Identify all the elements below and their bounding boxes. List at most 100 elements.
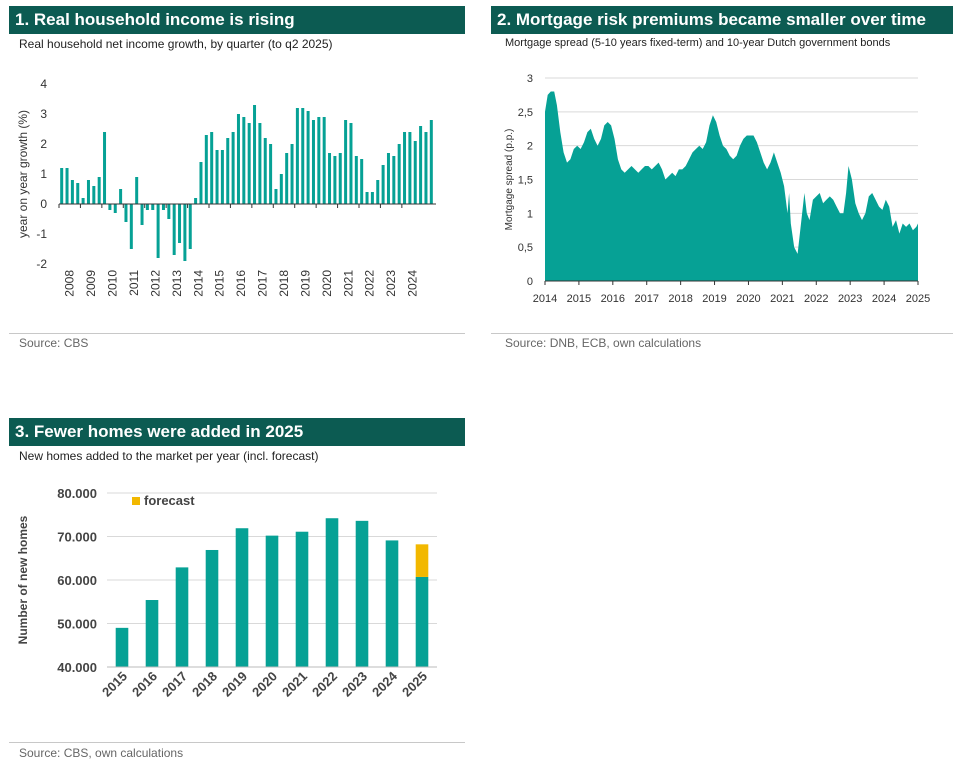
x-tick-label: 2024 [406, 270, 420, 297]
legend-label: forecast [144, 493, 195, 508]
x-tick-label: 2012 [148, 270, 162, 297]
bar [338, 153, 342, 204]
y-tick-label: -2 [36, 257, 47, 271]
y-tick-label: 0,5 [518, 242, 533, 254]
y-tick-label: 3 [40, 107, 47, 121]
bar [113, 204, 117, 213]
bar [285, 153, 289, 204]
bar [183, 204, 187, 261]
source-note: Source: CBS [19, 336, 89, 350]
y-axis-title: year on year growth (%) [16, 110, 30, 238]
y-tick-label: 1,5 [518, 175, 533, 187]
x-tick-label: 2018 [668, 293, 692, 305]
y-tick-label: 2 [527, 141, 533, 153]
bar [161, 204, 165, 210]
y-tick-label: -1 [36, 227, 47, 241]
bar [108, 204, 112, 210]
bar [145, 204, 149, 210]
y-tick-label: 4 [40, 77, 47, 91]
panel-homes: 3. Fewer homes were added in 2025 New ho… [9, 418, 465, 764]
bar [258, 123, 262, 204]
x-tick-label: 2020 [320, 270, 334, 297]
x-tick-label: 2019 [702, 293, 726, 305]
bar [188, 204, 192, 249]
homes-chart: 40.000 50.000 60.000 70.000 80.000 Number of … [16, 486, 437, 700]
bar [269, 144, 273, 204]
bar [129, 204, 133, 249]
divider [491, 333, 953, 334]
bar [333, 156, 337, 204]
bar [397, 144, 401, 204]
x-tick-label: 2016 [234, 270, 248, 297]
bar [135, 177, 139, 204]
forecast-bar [415, 544, 429, 577]
bar [119, 189, 123, 204]
bar [328, 153, 332, 204]
x-tick-label: 2023 [384, 270, 398, 297]
x-tick-label: 2017 [159, 669, 190, 700]
x-tick-label: 2017 [256, 270, 270, 297]
divider [9, 333, 465, 334]
x-tick-label: 2018 [277, 270, 291, 297]
bar [265, 535, 279, 667]
source-note: Source: DNB, ECB, own calculations [505, 336, 702, 350]
bar [210, 132, 214, 204]
panel-spread: 2. Mortgage risk premiums became smaller… [491, 6, 953, 356]
bar [360, 159, 364, 204]
bar [354, 156, 358, 204]
bar [140, 204, 144, 225]
bar [242, 117, 246, 204]
bar [220, 150, 224, 204]
panel-subtitle: Real household net income growth, by qua… [19, 37, 333, 51]
y-tick-label: 1 [527, 208, 533, 220]
x-tick-label: 2011 [127, 270, 141, 296]
bar [151, 204, 155, 210]
bar [235, 528, 249, 667]
bar [178, 204, 182, 243]
x-tick-label: 2010 [106, 270, 120, 297]
bar [115, 627, 129, 667]
bar [325, 518, 339, 667]
bar [355, 520, 369, 667]
x-tick-label: 2022 [309, 669, 340, 700]
bar [322, 117, 326, 204]
bar [385, 540, 399, 667]
x-tick-label: 2021 [770, 293, 794, 305]
bar [295, 108, 299, 204]
bar [317, 117, 321, 204]
bar [376, 180, 380, 204]
bar [65, 168, 69, 204]
bar [290, 144, 294, 204]
bar [97, 177, 101, 204]
x-tick-label: 2019 [219, 669, 250, 700]
y-tick-label: 2,5 [518, 107, 533, 119]
panel-income: 1. Real household income is rising Real … [9, 6, 465, 356]
bar [92, 186, 96, 204]
y-tick-label: 50.000 [57, 617, 97, 632]
x-tick-label: 2016 [129, 669, 160, 700]
x-tick-label: 2021 [341, 270, 355, 297]
bar [295, 531, 309, 667]
y-tick-label: 2 [40, 137, 47, 151]
panel-subtitle: Mortgage spread (5-10 years fixed-term) … [505, 37, 891, 49]
y-tick-label: 0 [527, 276, 533, 288]
bar [86, 180, 90, 204]
legend-swatch [132, 497, 140, 505]
bar [392, 156, 396, 204]
panel-subtitle: New homes added to the market per year (… [19, 449, 319, 463]
bar [205, 549, 219, 667]
x-tick-label: 2022 [804, 293, 828, 305]
bar [306, 111, 310, 204]
bar [175, 567, 189, 667]
y-tick-label: 40.000 [57, 660, 97, 675]
bar [156, 204, 160, 258]
bar [386, 153, 390, 204]
bar [253, 105, 257, 204]
bar [311, 120, 315, 204]
bar [81, 198, 85, 204]
x-tick-label: 2020 [249, 669, 280, 700]
spread-chart: 0 0,5 1 1,5 2 2,5 3 Mortgage spread (p.p.) 2014 2… [504, 73, 930, 305]
income-chart: -2 -1 0 1 2 3 4 year on year growth (%) 2008 2009… [16, 77, 436, 297]
x-tick-label: 2016 [601, 293, 625, 305]
y-tick-label: 70.000 [57, 530, 97, 545]
